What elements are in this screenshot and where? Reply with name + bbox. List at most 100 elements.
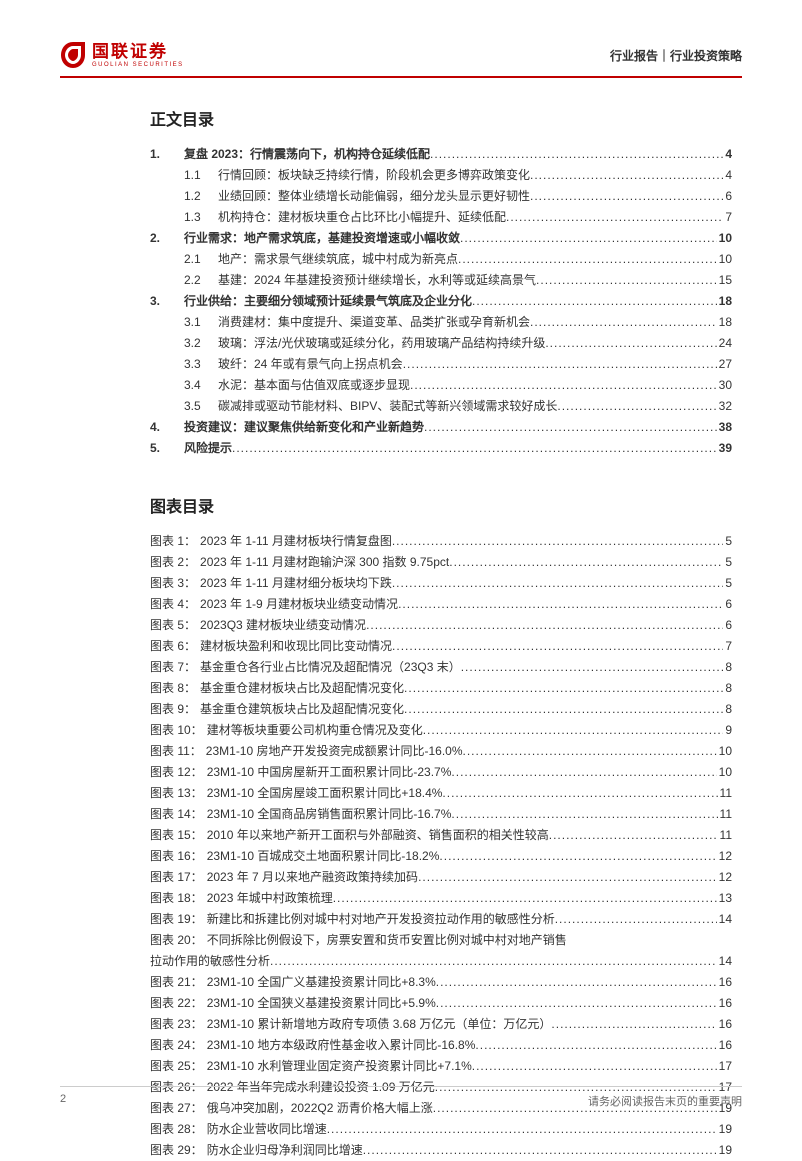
fig-page: 5 [723,531,732,552]
fig-label: 图表 5： [150,615,196,636]
fig-text: 基金重仓建材板块占比及超配情况变化 [200,678,404,699]
fig-row: 图表 22：23M1-10 全国狭义基建投资累计同比+5.9% 16 [150,993,732,1014]
toc-num: 2. [150,228,184,249]
fig-page: 16 [717,993,732,1014]
fig-row: 图表 5：2023Q3 建材板块业绩变动情况 6 [150,615,732,636]
toc-page: 7 [723,207,732,228]
toc-text: 复盘 2023：行情震荡向下，机构持仓延续低配 [184,144,430,165]
fig-dots [423,720,724,741]
fig-page: 6 [723,615,732,636]
fig-label: 图表 1： [150,531,196,552]
toc-subnum: 1.3 [184,207,218,228]
fig-label: 图表 6： [150,636,196,657]
toc-dots [458,249,717,270]
fig-row: 图表 19：新建比和拆建比例对城中村对地产开发投资拉动作用的敏感性分析 14 [150,909,732,930]
fig-dots [551,1014,716,1035]
fig-text: 新建比和拆建比例对城中村对地产开发投资拉动作用的敏感性分析 [207,909,555,930]
fig-dots [392,636,723,657]
toc-row: 1.2业绩回顾：整体业绩增长动能偏弱，细分龙头显示更好韧性 6 [150,186,732,207]
fig-row: 图表 15：2010 年以来地产新开工面积与外部融资、销售面积的相关性较高 11 [150,825,732,846]
fig-label: 图表 15： [150,825,203,846]
fig-text: 2023 年城中村政策梳理 [207,888,333,909]
fig-label: 图表 4： [150,594,196,615]
fig-row: 图表 28：防水企业营收同比增速 19 [150,1119,732,1140]
toc-dots [530,312,717,333]
toc-row: 3.2玻璃：浮法/光伏玻璃或延续分化，药用玻璃产品结构持续升级 24 [150,333,732,354]
toc-text: 行业供给：主要细分领域预计延续景气筑底及企业分化 [184,291,472,312]
fig-text: 不同拆除比例假设下，房票安置和货币安置比例对城中村对地产销售 [207,930,567,951]
page-footer: 2 请务必阅读报告末页的重要声明 [60,1093,742,1109]
fig-page: 5 [723,552,732,573]
fig-dots [366,615,723,636]
fig-dots [439,846,716,867]
fig-text: 基金重仓各行业占比情况及超配情况（23Q3 末） [200,657,461,678]
fig-text: 防水企业营收同比增速 [207,1119,327,1140]
fig-dots [442,783,717,804]
toc-dots [232,438,717,459]
fig-row: 图表 25：23M1-10 水利管理业固定资产投资累计同比+7.1% 17 [150,1056,732,1077]
fig-label: 图表 25： [150,1056,203,1077]
toc-page: 39 [717,438,732,459]
toc-dots [403,354,717,375]
fig-dots [475,1035,716,1056]
fig-page: 8 [723,699,732,720]
fig-dots [392,573,723,594]
fig-row: 图表 10：建材等板块重要公司机构重仓情况及变化 9 [150,720,732,741]
fig-page: 6 [723,594,732,615]
toc-page: 18 [717,291,732,312]
fig-dots [404,699,723,720]
fig-page: 7 [723,636,732,657]
fig-row: 图表 4：2023 年 1-9 月建材板块业绩变动情况 6 [150,594,732,615]
toc-subnum: 3.3 [184,354,218,375]
fig-dots [451,762,716,783]
toc-subnum: 1.1 [184,165,218,186]
logo-cn: 国联证券 [92,43,184,60]
fig-page: 12 [717,867,732,888]
fig-row: 图表 14：23M1-10 全国商品房销售面积累计同比-16.7% 11 [150,804,732,825]
fig-page: 17 [717,1056,732,1077]
toc-dots [506,207,723,228]
fig-dots [461,657,724,678]
page-header: 国联证券 GUOLIAN SECURITIES 行业报告｜行业投资策略 [60,40,742,78]
toc-num: 5. [150,438,184,459]
toc-text: 玻璃：浮法/光伏玻璃或延续分化，药用玻璃产品结构持续升级 [218,333,545,354]
fig-row: 图表 6：建材板块盈利和收现比同比变动情况 7 [150,636,732,657]
fig-page: 16 [717,972,732,993]
fig-text: 23M1-10 全国商品房销售面积累计同比-16.7% [207,804,452,825]
fig-text: 2023 年 7 月以来地产融资政策持续加码 [207,867,418,888]
toc-dots [557,396,716,417]
fig-label: 图表 9： [150,699,196,720]
fig-label: 图表 12： [150,762,203,783]
fig-page: 8 [723,678,732,699]
fig-text: 23M1-10 房地产开发投资完成额累计同比-16.0% [206,741,463,762]
toc-subnum: 2.2 [184,270,218,291]
toc-subnum: 3.4 [184,375,218,396]
toc-text: 行情回顾：板块缺乏持续行情，阶段机会更多博弈政策变化 [218,165,530,186]
toc-text: 水泥：基本面与估值双底或逐步显现 [218,375,410,396]
toc-num: 3. [150,291,184,312]
fig-row: 图表 17：2023 年 7 月以来地产融资政策持续加码 12 [150,867,732,888]
fig-row: 图表 24：23M1-10 地方本级政府性基金收入累计同比-16.8% 16 [150,1035,732,1056]
fig-text: 拉动作用的敏感性分析 [150,951,270,972]
toc-page: 32 [717,396,732,417]
toc-dots [472,291,717,312]
toc-row: 3.1消费建材：集中度提升、渠道变革、品类扩张或孕育新机会 18 [150,312,732,333]
toc-row: 3.4水泥：基本面与估值双底或逐步显现 30 [150,375,732,396]
toc-subnum: 3.1 [184,312,218,333]
fig-text: 2023Q3 建材板块业绩变动情况 [200,615,366,636]
page: 国联证券 GUOLIAN SECURITIES 行业报告｜行业投资策略 正文目录… [0,0,802,1133]
toc-text: 风险提示 [184,438,232,459]
fig-label: 图表 7： [150,657,196,678]
toc-dots [410,375,717,396]
toc-dots [530,165,723,186]
toc-dots [545,333,716,354]
fig-label: 图表 23： [150,1014,203,1035]
fig-dots [363,1140,717,1161]
fig-text: 23M1-10 全国房屋竣工面积累计同比+18.4% [207,783,443,804]
fig-label: 图表 2： [150,552,196,573]
toc-dots [530,186,723,207]
fig-label: 图表 28： [150,1119,203,1140]
fig-text: 2023 年 1-11 月建材细分板块均下跌 [200,573,392,594]
fig-label: 图表 3： [150,573,196,594]
toc-text: 投资建议：建议聚焦供给新变化和产业新趋势 [184,417,424,438]
